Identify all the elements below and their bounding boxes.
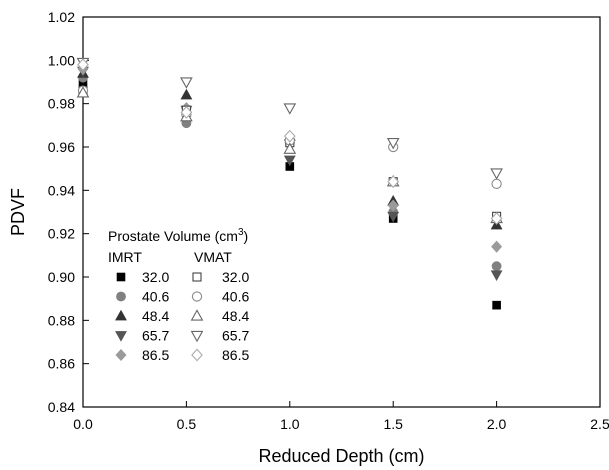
legend-label: 32.0 (142, 269, 169, 285)
legend-label: 86.5 (142, 347, 169, 363)
y-tick-label: 0.96 (48, 139, 75, 155)
y-axis-title: PDVF (8, 188, 28, 236)
x-tick-label: 0.0 (73, 416, 93, 432)
y-tick-label: 0.90 (48, 269, 75, 285)
data-point (387, 211, 400, 223)
legend-group-vmat: VMAT (194, 249, 232, 265)
legend-marker (116, 272, 126, 282)
legend-title-end: ) (244, 228, 249, 244)
legend-title-main: Prostate Volume (cm (108, 228, 238, 244)
data-point (491, 240, 503, 253)
legend-label: 86.5 (222, 347, 249, 363)
y-tick-label: 0.84 (48, 399, 75, 415)
data-point (283, 103, 297, 115)
plot-frame (82, 16, 601, 408)
y-tick-label: 1.00 (48, 52, 75, 68)
x-tick-label: 1.5 (383, 416, 403, 432)
legend-group-imrt: IMRT (108, 249, 142, 265)
data-point (491, 261, 502, 272)
data-point (283, 129, 296, 143)
data-point (180, 77, 193, 89)
legend-label: 40.6 (142, 289, 169, 305)
x-tick-label: 0.5 (177, 416, 197, 432)
legend-label: 32.0 (222, 269, 249, 285)
legend-marker (191, 348, 203, 362)
legend-title-superscript: 3 (238, 227, 244, 238)
legend-label: 40.6 (222, 289, 249, 305)
legend-marker (190, 309, 204, 321)
data-point (180, 88, 193, 100)
data-point (490, 270, 503, 282)
legend-marker (115, 331, 127, 342)
legend-marker (115, 309, 127, 321)
data-point (387, 175, 400, 189)
data-point (283, 142, 297, 154)
legend-marker (116, 291, 126, 302)
legend-marker (115, 348, 127, 362)
data-point (180, 105, 193, 119)
legend-label: 48.4 (142, 308, 169, 324)
legend-marker (190, 330, 204, 343)
data-point (490, 168, 503, 180)
legend-label: 48.4 (222, 308, 249, 324)
data-point (77, 58, 89, 72)
legend-marker (192, 272, 202, 282)
y-tick-label: 0.98 (48, 96, 75, 112)
legend-marker (191, 291, 203, 302)
series-vmat-86-5 (77, 58, 503, 225)
data-point (386, 138, 400, 150)
data-point (387, 199, 399, 212)
legend-items: 32.0 40.6 48.4 65.7 86.5 32.0 40.6 48.4 65.7 86.5 (115, 269, 249, 363)
x-axis-title: Reduced Depth (cm) (258, 446, 424, 466)
data-point (492, 300, 501, 310)
x-tick-label: 2.5 (590, 416, 609, 432)
legend-title: Prostate Volume (cm3) (108, 227, 248, 244)
y-axis: 0.84 0.86 0.88 0.90 0.92 0.94 0.96 0.98 1.00 1.02 (48, 9, 89, 415)
data-points (76, 57, 503, 310)
data-point (490, 212, 503, 225)
data-point (283, 155, 296, 167)
plot-border (82, 16, 601, 408)
data-point (491, 178, 502, 189)
y-tick-label: 0.88 (48, 312, 75, 328)
legend-label: 65.7 (142, 328, 169, 344)
legend: Prostate Volume (cm3) IMRT VMAT 32.0 40.6… (108, 227, 249, 363)
x-tick-label: 2.0 (487, 416, 507, 432)
y-tick-label: 0.86 (48, 356, 75, 372)
x-axis: 0.0 0.5 1.0 1.5 2.0 2.5 (73, 401, 609, 432)
y-tick-label: 0.94 (48, 182, 75, 198)
data-point (76, 86, 90, 98)
y-tick-label: 1.02 (48, 9, 75, 25)
x-tick-label: 1.0 (280, 416, 300, 432)
y-tick-label: 0.92 (48, 226, 75, 242)
legend-label: 65.7 (222, 328, 249, 344)
